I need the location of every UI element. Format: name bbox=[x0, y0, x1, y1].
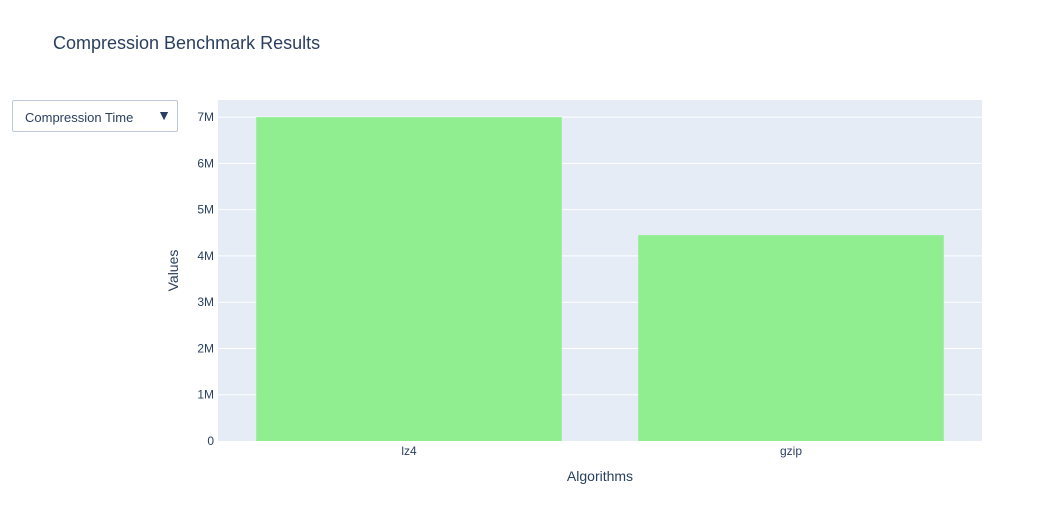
y-tick-label: 1M bbox=[197, 388, 214, 402]
bar-gzip[interactable] bbox=[638, 235, 944, 441]
metric-dropdown[interactable]: Compression Time ▼ bbox=[12, 100, 178, 132]
chart-title: Compression Benchmark Results bbox=[53, 33, 321, 53]
y-tick-label: 0 bbox=[207, 434, 214, 448]
triangle-down-icon: ▼ bbox=[157, 107, 171, 123]
y-axis-title: Values bbox=[165, 250, 181, 292]
x-axis-ticks: lz4 gzip bbox=[401, 444, 802, 458]
x-axis-title: Algorithms bbox=[567, 468, 633, 484]
x-tick-label: gzip bbox=[780, 444, 802, 458]
y-tick-label: 3M bbox=[197, 295, 214, 309]
y-tick-label: 2M bbox=[197, 341, 214, 355]
bar-lz4[interactable] bbox=[256, 117, 562, 442]
bars bbox=[256, 117, 944, 442]
y-tick-label: 5M bbox=[197, 203, 214, 217]
y-axis-ticks: 0 1M 2M 3M 4M 5M 6M 7M bbox=[197, 110, 214, 448]
y-tick-label: 6M bbox=[197, 156, 214, 170]
dropdown-selected-label: Compression Time bbox=[25, 110, 134, 125]
y-tick-label: 7M bbox=[197, 110, 214, 124]
x-tick-label: lz4 bbox=[401, 444, 417, 458]
y-tick-label: 4M bbox=[197, 249, 214, 263]
